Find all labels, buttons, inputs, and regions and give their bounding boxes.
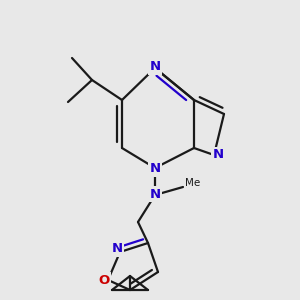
Text: N: N xyxy=(149,163,161,176)
Text: N: N xyxy=(149,61,161,74)
Text: N: N xyxy=(149,188,161,200)
Text: N: N xyxy=(111,242,123,256)
Text: O: O xyxy=(98,274,110,286)
Text: Me: Me xyxy=(185,178,200,188)
Text: N: N xyxy=(212,148,224,161)
